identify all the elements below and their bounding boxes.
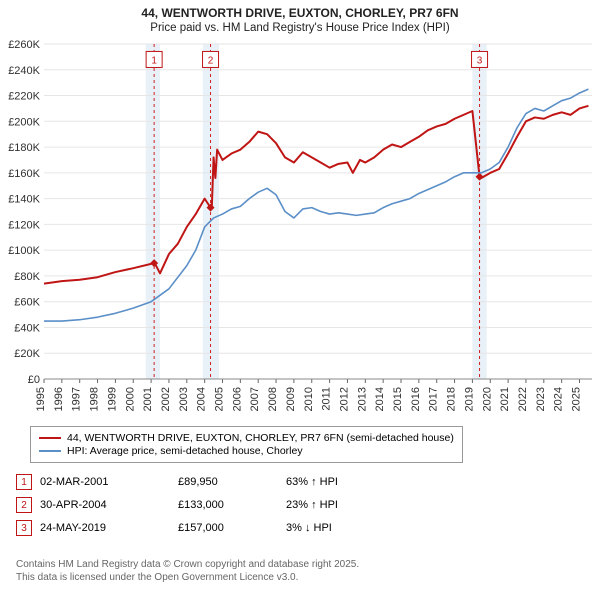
svg-text:2023: 2023 [535, 387, 547, 411]
svg-text:1999: 1999 [106, 387, 118, 411]
chart-svg: £0 £20K £40K £60K £80K £100K £120K £140K £160K £1… [0, 40, 600, 420]
svg-text:1998: 1998 [89, 387, 101, 411]
svg-text:2013: 2013 [356, 387, 368, 411]
svg-text:£40K: £40K [14, 322, 40, 334]
footer-line-2: This data is licensed under the Open Gov… [16, 571, 359, 584]
legend-label-1: 44, WENTWORTH DRIVE, EUXTON, CHORLEY, PR… [67, 432, 454, 444]
svg-text:£180K: £180K [8, 142, 40, 154]
legend-swatch-2 [39, 450, 61, 452]
svg-text:2006: 2006 [231, 387, 243, 411]
svg-text:2025: 2025 [571, 387, 583, 411]
callout-marker: 3 [16, 520, 32, 536]
svg-text:2022: 2022 [517, 387, 529, 411]
callout-table: 1 02-MAR-2001 £89,950 63% ↑ HPI 2 30-APR-2004… [16, 474, 338, 543]
svg-text:£120K: £120K [8, 219, 40, 231]
svg-text:2014: 2014 [374, 387, 386, 411]
svg-text:2016: 2016 [410, 387, 422, 411]
svg-text:1: 1 [151, 55, 157, 66]
svg-text:£220K: £220K [8, 91, 40, 103]
callout-price: £157,000 [178, 522, 278, 534]
chart-subtitle: Price paid vs. HM Land Registry's House … [0, 22, 600, 34]
legend-item-2: HPI: Average price, semi-detached house,… [39, 445, 454, 457]
callout-date: 30-APR-2004 [40, 499, 170, 511]
svg-text:2012: 2012 [338, 387, 350, 411]
callout-row: 1 02-MAR-2001 £89,950 63% ↑ HPI [16, 474, 338, 490]
svg-text:2004: 2004 [196, 387, 208, 411]
svg-text:£80K: £80K [14, 271, 40, 283]
svg-text:2007: 2007 [249, 387, 261, 411]
svg-text:£60K: £60K [14, 297, 40, 309]
svg-text:£20K: £20K [14, 348, 40, 360]
svg-text:2011: 2011 [321, 387, 333, 411]
chart-title: 44, WENTWORTH DRIVE, EUXTON, CHORLEY, PR… [0, 0, 600, 22]
svg-text:1996: 1996 [53, 387, 65, 411]
svg-text:2003: 2003 [178, 387, 190, 411]
callout-row: 3 24-MAY-2019 £157,000 3% ↓ HPI [16, 520, 338, 536]
footer-attribution: Contains HM Land Registry data © Crown c… [16, 558, 359, 584]
svg-text:2005: 2005 [214, 387, 226, 411]
callout-delta: 63% ↑ HPI [286, 476, 338, 488]
svg-text:1997: 1997 [71, 387, 83, 411]
callout-marker: 2 [16, 497, 32, 513]
svg-text:2002: 2002 [160, 387, 172, 411]
svg-text:2021: 2021 [499, 387, 511, 411]
callout-row: 2 30-APR-2004 £133,000 23% ↑ HPI [16, 497, 338, 513]
callout-date: 02-MAR-2001 [40, 476, 170, 488]
chart-area: £0 £20K £40K £60K £80K £100K £120K £140K £160K £1… [0, 40, 600, 420]
callout-delta: 3% ↓ HPI [286, 522, 332, 534]
svg-text:2000: 2000 [124, 387, 136, 411]
svg-text:2017: 2017 [428, 387, 440, 411]
svg-text:£260K: £260K [8, 40, 40, 51]
footer-line-1: Contains HM Land Registry data © Crown c… [16, 558, 359, 571]
svg-text:£200K: £200K [8, 116, 40, 128]
legend-box: 44, WENTWORTH DRIVE, EUXTON, CHORLEY, PR… [30, 426, 463, 463]
chart-container: 44, WENTWORTH DRIVE, EUXTON, CHORLEY, PR… [0, 0, 600, 590]
legend-label-2: HPI: Average price, semi-detached house,… [67, 445, 303, 457]
svg-text:2024: 2024 [553, 387, 565, 411]
svg-text:2: 2 [208, 55, 214, 66]
svg-text:2020: 2020 [481, 387, 493, 411]
svg-text:1995: 1995 [35, 387, 47, 411]
callout-delta: 23% ↑ HPI [286, 499, 338, 511]
svg-text:2009: 2009 [285, 387, 297, 411]
legend-item-1: 44, WENTWORTH DRIVE, EUXTON, CHORLEY, PR… [39, 432, 454, 444]
svg-text:2008: 2008 [267, 387, 279, 411]
callout-date: 24-MAY-2019 [40, 522, 170, 534]
legend-swatch-1 [39, 437, 61, 439]
svg-text:2018: 2018 [446, 387, 458, 411]
svg-text:£140K: £140K [8, 194, 40, 206]
svg-text:£0: £0 [28, 374, 40, 386]
svg-text:£160K: £160K [8, 168, 40, 180]
svg-text:2015: 2015 [392, 387, 404, 411]
svg-text:£240K: £240K [8, 65, 40, 77]
callout-price: £89,950 [178, 476, 278, 488]
callout-price: £133,000 [178, 499, 278, 511]
callout-marker: 1 [16, 474, 32, 490]
svg-text:2001: 2001 [142, 387, 154, 411]
svg-text:2019: 2019 [463, 387, 475, 411]
svg-text:3: 3 [477, 55, 483, 66]
svg-text:£100K: £100K [8, 245, 40, 257]
svg-text:2010: 2010 [303, 387, 315, 411]
